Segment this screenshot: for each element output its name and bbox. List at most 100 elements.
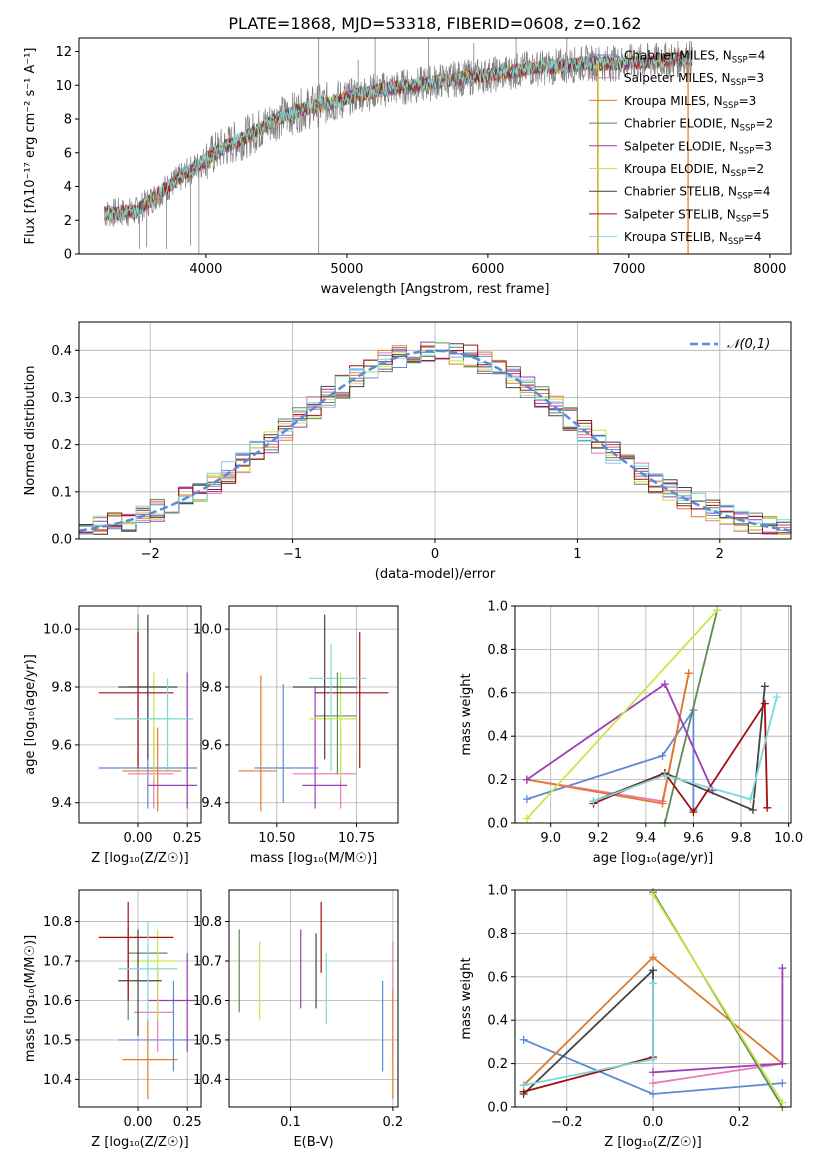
x-axis-label: Z [log₁₀(Z/Z☉)] — [91, 851, 188, 866]
weight-marker — [658, 751, 667, 760]
model-spectrum-kroupa_elodie — [104, 50, 693, 220]
x-tick-label: −2 — [141, 547, 160, 562]
y-tick-label: 0.4 — [487, 1014, 508, 1029]
x-tick-label: 10.50 — [258, 831, 295, 846]
y-tick-label: 0.6 — [487, 970, 508, 985]
x-tick-label: 10.0 — [774, 831, 803, 846]
y-tick-label: 0.1 — [51, 485, 72, 500]
axes-spectrum: 4000 5000 6000 7000 8000 0 2 4 6 8 10 12 wavelength … — [23, 37, 792, 297]
age_vs_z-frame — [78, 605, 202, 824]
weight-marker — [684, 669, 693, 678]
y-axis-label: Flux [fλ10⁻¹⁷ erg cm⁻² s⁻¹ A⁻¹] — [23, 48, 38, 245]
axes-age_vs_z: 0.00 0.25 9.4 9.6 9.8 10.0 Z [log₁₀(Z/Z☉)] age … — [23, 605, 202, 866]
y-tick-label: 9.4 — [201, 796, 222, 811]
y-axis-label: mass [log₁₀(M/M☉)] — [23, 935, 38, 1062]
y-tick-label: 0.0 — [487, 1101, 508, 1116]
x-tick-label: 0.1 — [280, 1115, 301, 1130]
errorbar-kroupa_stelib — [118, 921, 178, 1021]
x-tick-label: 9.0 — [540, 831, 561, 846]
x-tick-label: 0.25 — [173, 831, 202, 846]
weight_vs_age-frame — [514, 605, 792, 824]
y-tick-label: 9.8 — [201, 681, 222, 696]
y-tick-label: 0.6 — [487, 686, 508, 701]
x-axis-label: wavelength [Angstrom, rest frame] — [321, 282, 550, 297]
x-axis-label: E(B-V) — [293, 1135, 333, 1150]
histograms — [79, 341, 791, 535]
weight-marker — [522, 795, 531, 804]
legend-label-kroupa_elodie: Kroupa ELODIE, NSSP=2 — [624, 162, 764, 179]
weight-line — [526, 609, 718, 820]
model-spectrum-chabrier_miles — [104, 51, 693, 221]
errorbar-salpeter_elodie — [147, 672, 198, 809]
weight-line-salpeter_stelib — [519, 1053, 657, 1096]
weight-marker — [649, 979, 657, 988]
y-tick-label: 0.8 — [487, 927, 508, 942]
axes-weight_vs_age: 9.0 9.2 9.4 9.6 9.8 10.0 0.0 0.2 0.4 0.6 0.8 1.0 age… — [459, 600, 803, 867]
model-spectrum-salpeter_elodie — [104, 51, 693, 221]
weight-marker — [658, 799, 667, 808]
x-tick-label: 9.6 — [683, 831, 704, 846]
legend-label-salpeter_miles: Salpeter MILES, NSSP=3 — [624, 71, 764, 88]
weight-line-salpeter_elodie — [522, 680, 717, 795]
weight-line — [526, 707, 695, 810]
y-tick-label: 9.8 — [51, 681, 72, 696]
y-tick-label: 10.6 — [193, 994, 222, 1009]
weight-marker — [589, 797, 598, 806]
weight-marker — [778, 1098, 787, 1107]
x-tick-label: 0.00 — [124, 831, 153, 846]
weight-marker — [649, 890, 657, 899]
y-tick-label: 9.6 — [201, 738, 222, 753]
x-tick-label: 9.8 — [731, 831, 752, 846]
spectrum-lines — [104, 38, 693, 254]
y-tick-label: 2 — [64, 214, 72, 229]
histogram-kroupa_stelib — [79, 342, 791, 535]
x-tick-label: 9.2 — [588, 831, 609, 846]
weight-marker — [522, 814, 531, 823]
weight-line-kroupa_elodie — [522, 606, 722, 823]
errorbar-chabrier_elodie — [315, 672, 357, 774]
model-spectrum-chabrier_stelib — [104, 50, 693, 221]
errorbar-kroupa_elodie — [128, 672, 178, 780]
x-tick-label: 10.75 — [338, 831, 375, 846]
y-tick-label: 10.5 — [43, 1033, 72, 1048]
x-tick-label: 0 — [431, 547, 439, 562]
errorbar-salpeter_stelib — [98, 901, 174, 1001]
weight-marker — [649, 1089, 657, 1098]
errorbar-kroupa_miles — [122, 727, 182, 812]
weight-marker — [778, 1059, 787, 1068]
model-spectrum-salpeter_stelib — [104, 51, 693, 221]
residuals-frame — [78, 321, 792, 540]
axes-mass_vs_ebv: 0.1 0.2 10.4 10.5 10.6 10.7 10.8 E(B-V) — [193, 889, 404, 1150]
errorbar-chabrier_stelib — [292, 614, 357, 760]
y-tick-label: 0.2 — [487, 1057, 508, 1072]
y-tick-label: 12 — [55, 45, 72, 60]
y-tick-label: 8 — [64, 113, 72, 128]
axes-residuals: −2 −1 0 1 2 0.0 0.1 0.2 0.3 0.4 (data-model)/error… — [23, 321, 792, 582]
y-tick-label: 0.2 — [487, 773, 508, 788]
weight-marker — [713, 606, 722, 615]
weight-marker — [778, 964, 787, 973]
weight-marker — [748, 805, 757, 814]
weight-line — [522, 968, 654, 1095]
x-tick-label: 0.2 — [383, 1115, 404, 1130]
y-tick-label: 10.0 — [193, 623, 222, 638]
errorbar-salpeter_stelib — [315, 632, 389, 769]
weight-marker — [660, 771, 669, 780]
y-tick-label: 10.0 — [43, 623, 72, 638]
errorbar-kroupa_miles — [122, 1020, 178, 1100]
y-tick-label: 6 — [64, 146, 72, 161]
y-tick-label: 1.0 — [487, 600, 508, 615]
weight-line — [593, 686, 766, 812]
y-tick-label: 10.4 — [193, 1073, 222, 1088]
legend-label-kroupa_stelib: Kroupa STELIB, NSSP=4 — [624, 230, 762, 247]
y-axis-label: Normed distribution — [23, 366, 38, 496]
y-tick-label: 10.4 — [43, 1073, 72, 1088]
mass_vs_z-frame — [78, 889, 202, 1108]
errorbar-kroupa_miles — [238, 675, 277, 812]
y-tick-label: 4 — [64, 180, 72, 195]
x-tick-label: 0.25 — [173, 1115, 202, 1130]
weight-marker — [522, 775, 531, 784]
weight-marker — [649, 1068, 657, 1077]
errorbar-salpeter_elodie — [147, 953, 198, 1052]
